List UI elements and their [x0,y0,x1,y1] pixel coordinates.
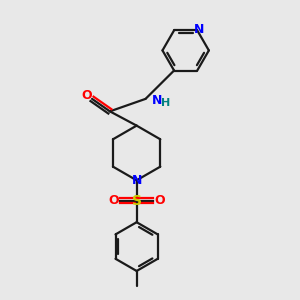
Text: N: N [194,23,204,36]
Text: O: O [108,194,119,207]
Text: N: N [152,94,162,107]
Text: N: N [131,174,142,187]
Text: H: H [161,98,170,108]
Text: S: S [132,194,142,208]
Text: O: O [154,194,165,207]
Text: O: O [81,89,92,102]
